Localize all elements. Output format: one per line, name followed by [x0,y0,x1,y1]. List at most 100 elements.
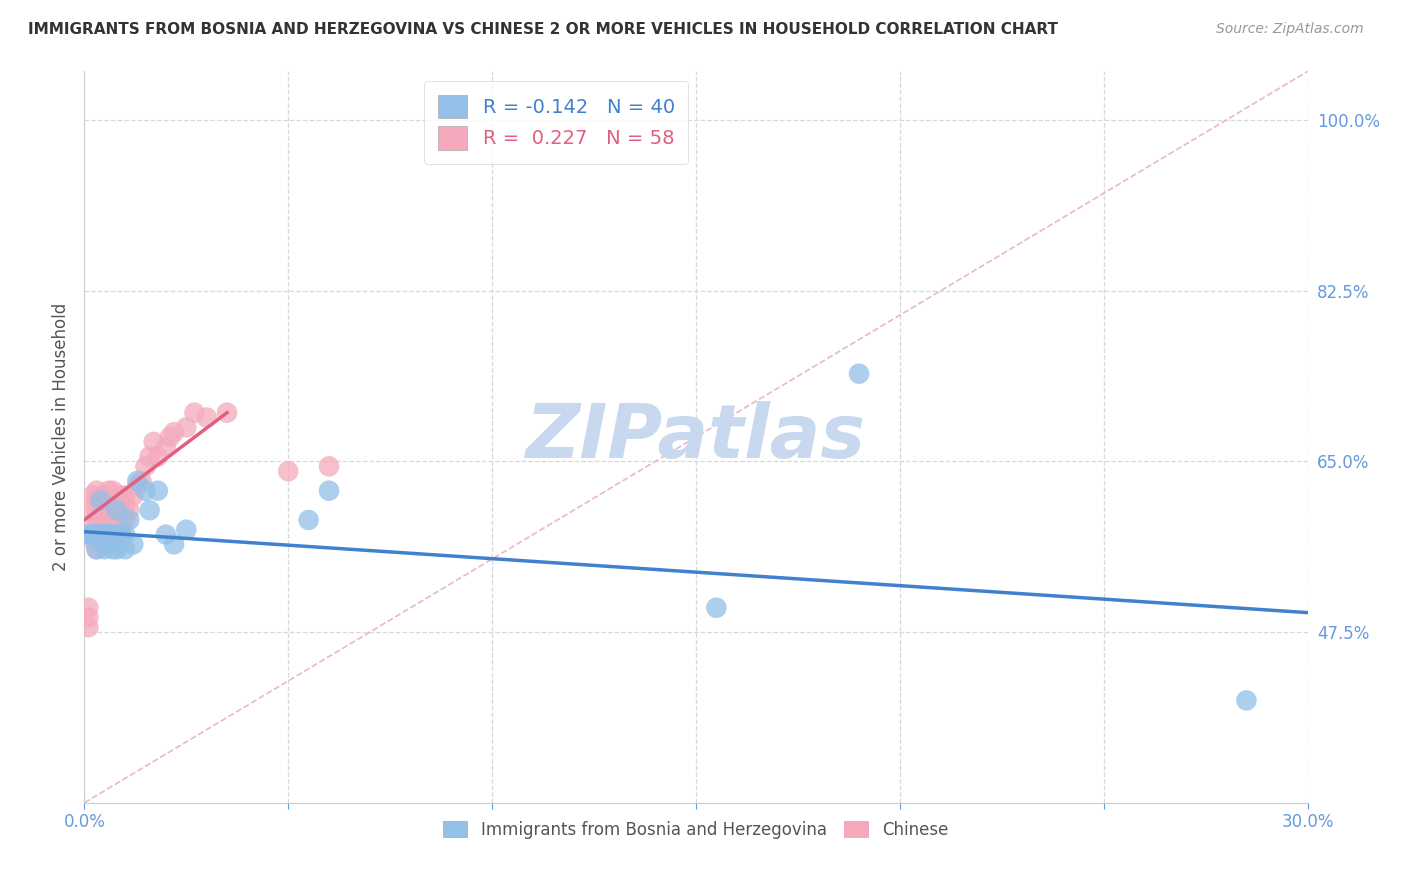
Point [138,450,160,464]
Point [77,600,100,615]
Point [93,513,115,527]
Point [163,537,186,551]
Point [86,483,108,498]
Point [90,527,112,541]
Point [174,420,197,434]
Point [105,527,128,541]
Point [122,537,145,551]
Point [183,406,205,420]
Point [114,527,136,541]
Point [77,610,100,624]
Point [97,508,120,522]
Point [114,489,136,503]
Y-axis label: 2 or more Vehicles in Household: 2 or more Vehicles in Household [52,303,70,571]
Point [1236,693,1258,707]
Point [86,527,108,541]
Point [155,440,177,454]
Point [90,527,112,541]
Point [127,474,149,488]
Point [97,527,120,541]
Point [101,527,124,541]
Point [90,513,112,527]
Text: ZIPatlas: ZIPatlas [526,401,866,474]
Point [90,503,112,517]
Point [114,542,136,557]
Point [163,425,186,440]
Point [82,533,104,547]
Point [146,483,169,498]
Point [110,527,132,541]
Point [110,503,132,517]
Point [277,464,299,478]
Point [127,479,149,493]
Point [318,459,340,474]
Point [77,527,100,541]
Point [848,367,870,381]
Point [97,527,120,541]
Point [93,503,115,517]
Point [93,527,115,541]
Point [93,527,115,541]
Point [97,483,120,498]
Point [135,483,157,498]
Point [105,542,128,557]
Point [105,493,128,508]
Point [138,503,160,517]
Point [90,523,112,537]
Legend: Immigrants from Bosnia and Herzegovina, Chinese: Immigrants from Bosnia and Herzegovina, … [436,814,956,846]
Point [93,489,115,503]
Point [97,493,120,508]
Point [101,527,124,541]
Point [93,527,115,541]
Point [110,527,132,541]
Text: IMMIGRANTS FROM BOSNIA AND HERZEGOVINA VS CHINESE 2 OR MORE VEHICLES IN HOUSEHOL: IMMIGRANTS FROM BOSNIA AND HERZEGOVINA V… [28,22,1059,37]
Point [82,527,104,541]
Point [114,513,136,527]
Point [101,527,124,541]
Point [131,474,153,488]
Text: Source: ZipAtlas.com: Source: ZipAtlas.com [1216,22,1364,37]
Point [298,513,321,527]
Point [93,542,115,557]
Point [101,483,124,498]
Point [105,503,128,517]
Point [122,489,145,503]
Point [135,459,157,474]
Point [82,489,104,503]
Point [101,513,124,527]
Point [97,523,120,537]
Point [118,503,141,517]
Point [86,503,108,517]
Point [90,493,112,508]
Point [86,513,108,527]
Point [86,542,108,557]
Point [217,406,239,420]
Point [155,527,177,541]
Point [146,450,169,464]
Point [82,523,104,537]
Point [93,527,115,541]
Point [318,483,340,498]
Point [174,523,197,537]
Point [105,523,128,537]
Point [195,410,218,425]
Point [105,508,128,522]
Point [114,499,136,513]
Point [86,527,108,541]
Point [97,533,120,547]
Point [77,620,100,634]
Point [110,517,132,532]
Point [101,499,124,513]
Point [159,430,181,444]
Point [90,533,112,547]
Point [118,513,141,527]
Point [110,489,132,503]
Point [82,503,104,517]
Point [101,542,124,557]
Point [90,493,112,508]
Point [82,527,104,541]
Point [706,600,728,615]
Point [97,527,120,541]
Point [86,493,108,508]
Point [86,542,108,557]
